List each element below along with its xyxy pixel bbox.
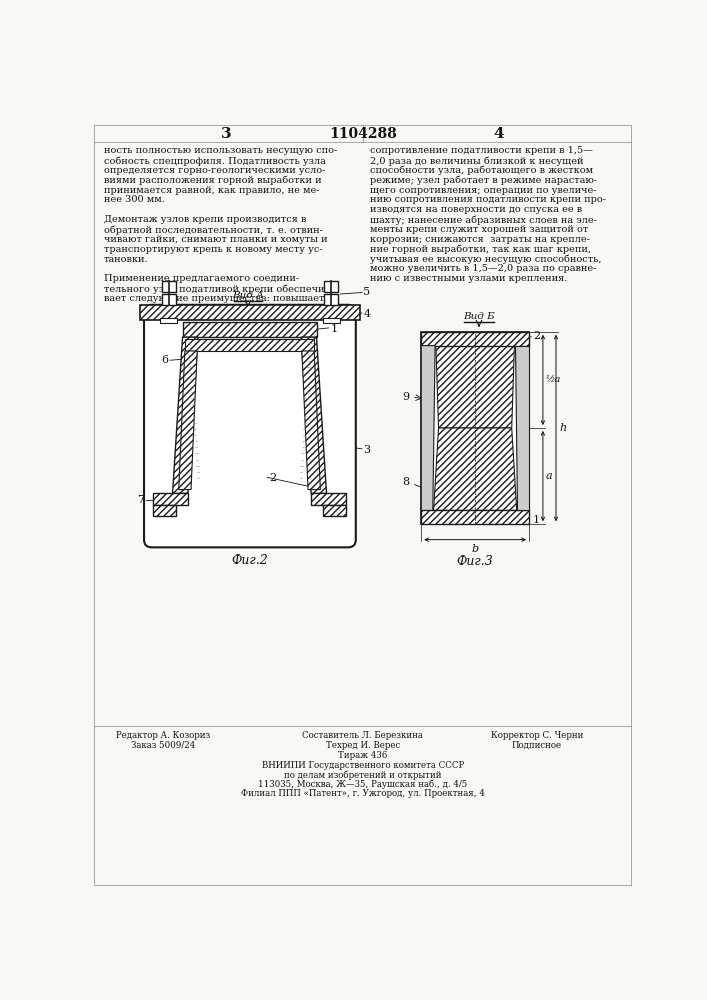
Text: Составитель Л. Березкина: Составитель Л. Березкина bbox=[303, 731, 423, 740]
Text: Тираж 436: Тираж 436 bbox=[338, 751, 387, 760]
Polygon shape bbox=[421, 332, 529, 346]
Bar bbox=[162, 294, 175, 305]
Text: ность полностью использовать несущую спо-: ность полностью использовать несущую спо… bbox=[104, 146, 337, 155]
Polygon shape bbox=[185, 339, 314, 351]
Text: нию сопротивления податливости крепи про-: нию сопротивления податливости крепи про… bbox=[370, 195, 606, 204]
Text: Редактор А. Козориз: Редактор А. Козориз bbox=[116, 731, 211, 740]
Polygon shape bbox=[179, 351, 197, 490]
Text: ½a: ½a bbox=[546, 375, 561, 384]
Text: Фиг.3: Фиг.3 bbox=[457, 555, 493, 568]
Text: Вид А: Вид А bbox=[232, 291, 264, 300]
Text: сопротивление податливости крепи в 1,5—: сопротивление податливости крепи в 1,5— bbox=[370, 146, 592, 155]
Text: учитывая ее высокую несущую способность,: учитывая ее высокую несущую способность, bbox=[370, 255, 601, 264]
Text: чивают гайки, снимают планки и хомуты и: чивают гайки, снимают планки и хомуты и bbox=[104, 235, 327, 244]
Text: Демонтаж узлов крепи производится в: Демонтаж узлов крепи производится в bbox=[104, 215, 306, 224]
Text: коррозии; снижаются  затраты на крепле-: коррозии; снижаются затраты на крепле- bbox=[370, 235, 590, 244]
Text: 9: 9 bbox=[402, 392, 409, 402]
Text: Подписное: Подписное bbox=[512, 741, 562, 750]
Text: Вид Б: Вид Б bbox=[463, 312, 495, 321]
Polygon shape bbox=[140, 305, 360, 320]
Text: 6: 6 bbox=[162, 355, 169, 365]
Text: ние горной выработки, так как шаг крепи,: ние горной выработки, так как шаг крепи, bbox=[370, 245, 590, 254]
Text: Техред И. Верес: Техред И. Верес bbox=[326, 741, 400, 750]
Bar bbox=[322, 318, 339, 323]
Polygon shape bbox=[153, 493, 188, 505]
Text: Фиг.2: Фиг.2 bbox=[231, 554, 268, 567]
Bar bbox=[325, 281, 338, 292]
Text: 3: 3 bbox=[221, 127, 232, 141]
Polygon shape bbox=[302, 351, 320, 490]
Text: 3: 3 bbox=[363, 445, 370, 455]
Polygon shape bbox=[433, 428, 517, 510]
Polygon shape bbox=[153, 505, 176, 516]
Text: обратной последовательности, т. е. отвин-: обратной последовательности, т. е. отвин… bbox=[104, 225, 323, 235]
Text: Филиал ППП «Патент», г. Ужгород, ул. Проектная, 4: Филиал ППП «Патент», г. Ужгород, ул. Про… bbox=[241, 789, 485, 798]
Text: способности узла, работающего в жестком: способности узла, работающего в жестком bbox=[370, 166, 592, 175]
Text: ВНИИПИ Государственного комитета СССР: ВНИИПИ Государственного комитета СССР bbox=[262, 761, 464, 770]
Text: Применение предлагаемого соедини-: Применение предлагаемого соедини- bbox=[104, 274, 299, 283]
Text: 8: 8 bbox=[402, 477, 409, 487]
Text: 1: 1 bbox=[330, 324, 337, 334]
Text: по делам изобретений и открытий: по делам изобретений и открытий bbox=[284, 771, 441, 780]
Polygon shape bbox=[322, 505, 346, 516]
Text: 4: 4 bbox=[493, 127, 503, 141]
Text: собность спецпрофиля. Податливость узла: собность спецпрофиля. Податливость узла bbox=[104, 156, 326, 166]
Polygon shape bbox=[173, 337, 198, 493]
Text: можно увеличить в 1,5—2,0 раза по сравне-: можно увеличить в 1,5—2,0 раза по сравне… bbox=[370, 264, 596, 273]
Text: нее 300 мм.: нее 300 мм. bbox=[104, 195, 165, 204]
Text: вает следующие преимущества: повышает: вает следующие преимущества: повышает bbox=[104, 294, 325, 303]
Text: тановки.: тановки. bbox=[104, 255, 148, 264]
Bar bbox=[160, 318, 177, 323]
Text: 5: 5 bbox=[363, 287, 370, 297]
Text: b: b bbox=[472, 544, 479, 554]
Text: нию с известными узлами крепления.: нию с известными узлами крепления. bbox=[370, 274, 567, 283]
Text: 2: 2 bbox=[533, 331, 540, 341]
Bar bbox=[162, 281, 175, 292]
Text: 2: 2 bbox=[269, 473, 276, 483]
Polygon shape bbox=[421, 510, 529, 524]
Text: 113035, Москва, Ж—35, Раушская наб., д. 4/5: 113035, Москва, Ж—35, Раушская наб., д. … bbox=[258, 780, 467, 789]
Text: Корректор С. Черни: Корректор С. Черни bbox=[491, 731, 583, 740]
Text: изводятся на поверхности до спуска ее в: изводятся на поверхности до спуска ее в bbox=[370, 205, 582, 214]
Text: менты крепи служит хорошей защитой от: менты крепи служит хорошей защитой от bbox=[370, 225, 588, 234]
Polygon shape bbox=[301, 337, 327, 493]
FancyBboxPatch shape bbox=[144, 305, 356, 547]
Text: 2,0 раза до величины близкой к несущей: 2,0 раза до величины близкой к несущей bbox=[370, 156, 583, 166]
Polygon shape bbox=[515, 346, 529, 510]
Bar bbox=[421, 332, 529, 524]
Text: виями расположения горной выработки и: виями расположения горной выработки и bbox=[104, 176, 322, 185]
Text: тельного узла податливой крепи обеспечи-: тельного узла податливой крепи обеспечи- bbox=[104, 284, 328, 294]
Bar bbox=[325, 294, 338, 305]
Polygon shape bbox=[182, 322, 317, 337]
Text: 4: 4 bbox=[363, 309, 370, 319]
Text: Заказ 5009/24: Заказ 5009/24 bbox=[132, 741, 195, 750]
Text: a: a bbox=[546, 471, 553, 481]
Text: 1: 1 bbox=[533, 515, 540, 525]
Text: 1/2 a: 1/2 a bbox=[469, 368, 478, 391]
Text: 1104288: 1104288 bbox=[329, 127, 397, 141]
Polygon shape bbox=[421, 346, 435, 510]
Text: 7: 7 bbox=[137, 495, 144, 505]
Polygon shape bbox=[311, 493, 346, 505]
Text: транспортируют крепь к новому месту ус-: транспортируют крепь к новому месту ус- bbox=[104, 245, 322, 254]
Polygon shape bbox=[436, 346, 515, 428]
Text: h: h bbox=[559, 423, 566, 433]
Text: определяется горно-геологическими усло-: определяется горно-геологическими усло- bbox=[104, 166, 325, 175]
Text: режиме; узел работает в режиме нарастаю-: режиме; узел работает в режиме нарастаю- bbox=[370, 176, 597, 185]
Text: шахту; нанесение абразивных слоев на эле-: шахту; нанесение абразивных слоев на эле… bbox=[370, 215, 597, 225]
Text: принимается равной, как правило, не ме-: принимается равной, как правило, не ме- bbox=[104, 186, 320, 195]
Text: щего сопротивления; операции по увеличе-: щего сопротивления; операции по увеличе- bbox=[370, 186, 596, 195]
